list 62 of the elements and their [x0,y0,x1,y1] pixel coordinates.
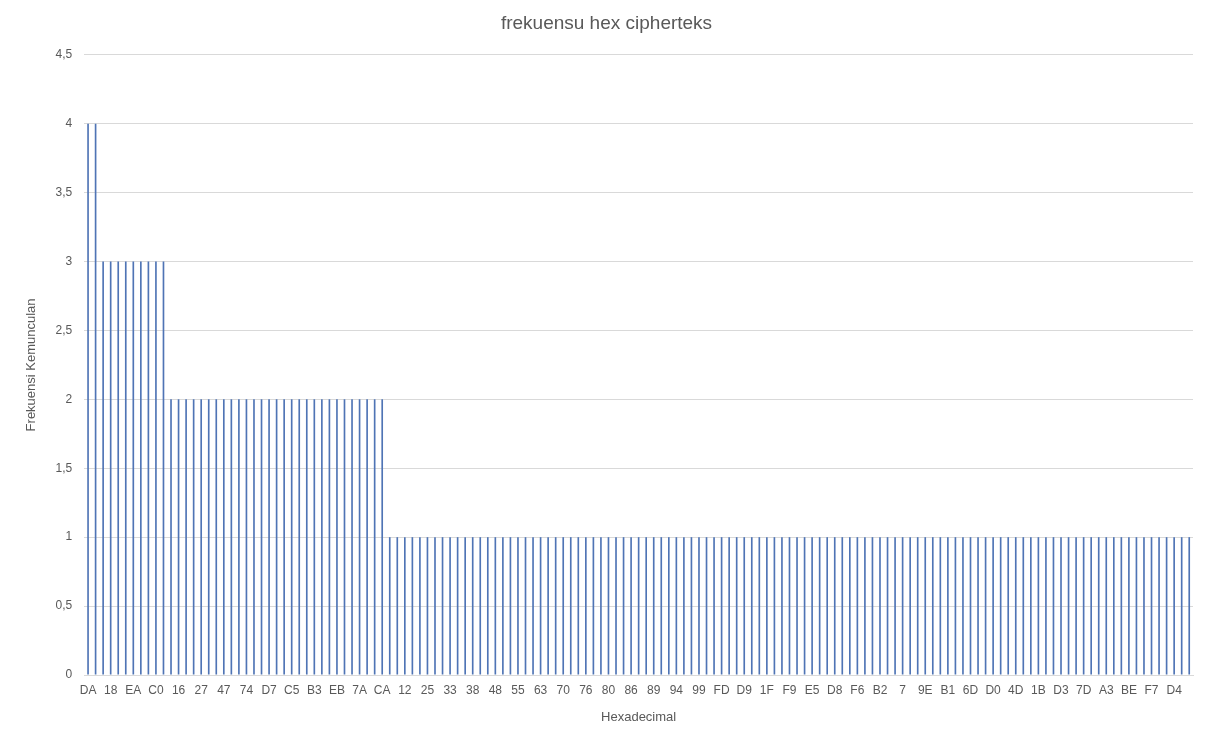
x-tick-label: B1 [940,682,956,697]
x-tick-label: EA [125,682,142,697]
x-tick-label: EB [328,682,345,697]
x-axis-title: Hexadecimal [601,708,677,724]
x-tick-label: 27 [194,682,209,697]
y-tick-label: 1 [65,529,73,544]
x-tick-label: E5 [804,682,820,697]
x-tick-label: 94 [669,682,684,697]
x-tick-label: 99 [692,682,706,697]
x-tick-label: 89 [647,682,661,697]
x-tick-label: DA [79,682,97,697]
x-tick-label: 33 [443,682,458,697]
y-tick-label: 3,5 [55,184,73,199]
x-tick-label: 63 [533,682,548,697]
x-tick-label: 48 [488,682,503,697]
y-tick-label: 1,5 [55,460,73,475]
x-tick-label: CA [373,682,391,697]
x-tick-label: D9 [736,682,753,697]
y-tick-label: 4 [65,116,73,131]
y-tick-label: 3 [65,253,73,268]
x-tick-label: 7 [899,682,907,697]
x-tick-label: F9 [782,682,797,697]
x-tick-label: C5 [284,682,300,697]
y-tick-label: 4,5 [55,47,73,62]
x-tick-label: D8 [827,682,843,697]
x-tick-label: 86 [624,682,639,697]
x-tick-label: A3 [1098,682,1114,697]
x-tick-label: 1B [1031,682,1046,697]
y-tick-label: 2,5 [55,322,73,337]
x-tick-label: F6 [850,682,865,697]
x-tick-label: 38 [466,682,480,697]
y-tick-label: 0 [65,667,73,682]
x-tick-label: 16 [171,682,186,697]
chart-title: frekuensu hex cipherteks [500,11,713,33]
x-tick-label: 4D [1008,682,1024,697]
x-tick-label: BE [1120,682,1137,697]
x-tick-label: 7D [1075,682,1092,697]
x-tick-label: D3 [1053,682,1069,697]
x-tick-label: 1F [759,682,774,697]
x-tick-label: F7 [1144,682,1159,697]
x-tick-label: C0 [148,682,164,697]
x-tick-label: 25 [420,682,435,697]
x-tick-label: B2 [872,682,888,697]
x-tick-label: D7 [261,682,278,697]
x-tick-label: 9E [917,682,933,697]
x-tick-label: 74 [239,682,254,697]
x-tick-label: 18 [104,682,118,697]
y-tick-label: 2 [65,391,73,406]
x-tick-label: 12 [398,682,412,697]
x-tick-label: 55 [511,682,525,697]
y-tick-label: 0,5 [55,598,73,613]
x-tick-label: B3 [306,682,322,697]
x-tick-label: 80 [601,682,616,697]
x-tick-label: 7A [352,682,367,697]
x-tick-label: 6D [962,682,979,697]
x-tick-label: 47 [217,682,231,697]
x-tick-label: FD [713,682,730,697]
x-tick-label: D4 [1166,682,1183,697]
x-tick-label: D0 [985,682,1002,697]
y-axis-title: Frekuensi Kemunculan [23,298,39,432]
x-tick-label: 70 [556,682,571,697]
x-tick-label: 76 [579,682,593,697]
